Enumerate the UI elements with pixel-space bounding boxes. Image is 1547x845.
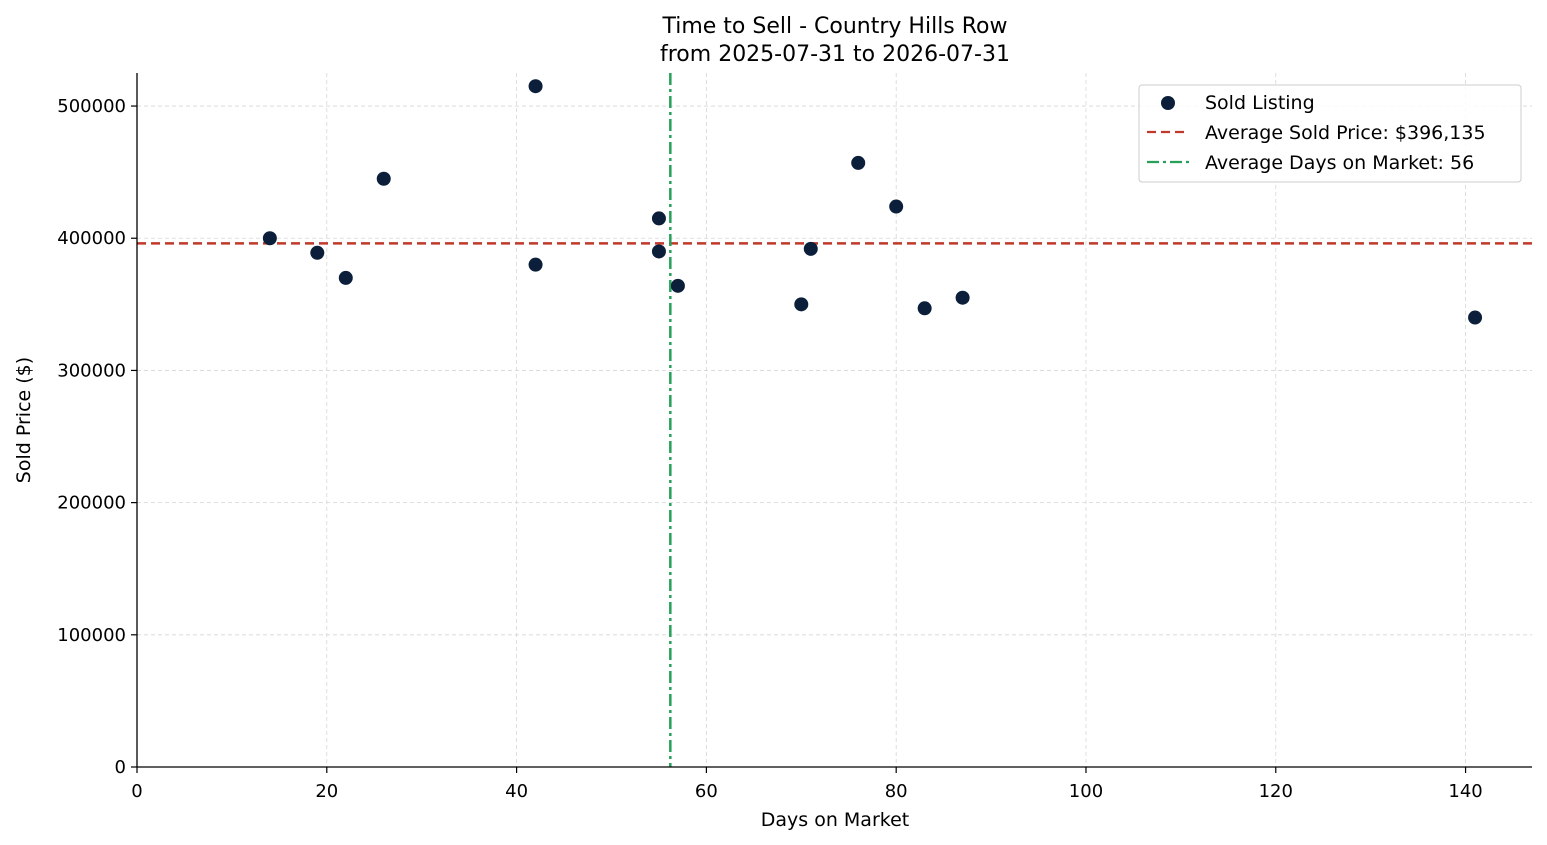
legend-box (1138, 84, 1522, 183)
x-tick-label: 100 (1069, 781, 1103, 802)
data-point (376, 171, 391, 186)
x-tick-label: 60 (695, 781, 718, 802)
y-tick-label: 500000 (57, 96, 126, 117)
y-tick-label: 100000 (57, 625, 126, 646)
x-tick-label: 20 (315, 781, 338, 802)
grid-lines (137, 73, 1532, 767)
legend-label-average-days: Average Days on Market: 56 (1205, 152, 1474, 174)
y-tick-label: 400000 (57, 228, 126, 249)
data-point (528, 79, 543, 94)
x-tick-label: 80 (885, 781, 908, 802)
data-point (651, 211, 666, 226)
legend-label-average-price: Average Sold Price: $396,135 (1205, 122, 1486, 144)
data-point (651, 244, 666, 259)
y-tick-label: 200000 (57, 493, 126, 514)
x-axis-label: Days on Market (761, 809, 909, 831)
x-tick-label: 140 (1448, 781, 1482, 802)
legend: Sold Listing Average Sold Price: $396,13… (1138, 84, 1522, 183)
data-point (338, 270, 353, 285)
legend-marker-sold-listing (1161, 96, 1175, 110)
data-point (670, 278, 685, 293)
y-axis-label: Sold Price ($) (13, 357, 35, 483)
data-point (1468, 310, 1483, 325)
data-point (803, 241, 818, 256)
reference-lines (137, 73, 1532, 767)
x-tick-label: 0 (131, 781, 142, 802)
legend-label-sold-listing: Sold Listing (1205, 92, 1315, 114)
data-points (262, 79, 1483, 325)
data-point (794, 297, 809, 312)
x-tick-label: 120 (1259, 781, 1293, 802)
data-point (528, 257, 543, 272)
chart-subtitle: from 2025-07-31 to 2026-07-31 (660, 42, 1010, 67)
data-point (262, 231, 277, 246)
y-tick-label: 300000 (57, 360, 126, 381)
y-tick-label: 0 (115, 757, 126, 778)
data-point (889, 199, 904, 214)
data-point (310, 245, 325, 260)
y-ticks: 0 100000 200000 300000 400000 500000 (57, 96, 137, 778)
data-point (955, 290, 970, 305)
data-point (917, 301, 932, 316)
chart-title: Time to Sell - Country Hills Row (661, 14, 1007, 39)
data-point (851, 155, 866, 170)
x-tick-label: 40 (505, 781, 528, 802)
x-ticks: 0 20 40 60 80 100 120 140 (131, 767, 1483, 802)
